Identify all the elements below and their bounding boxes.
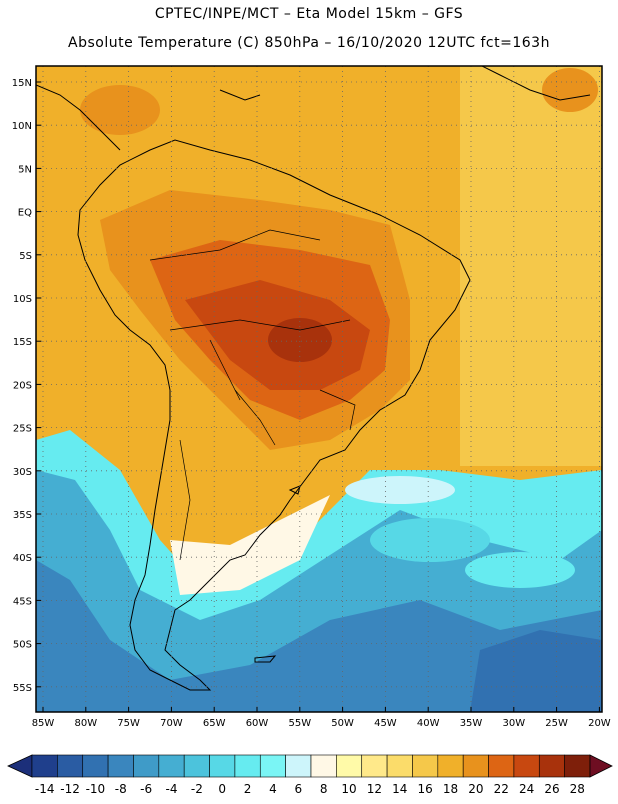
temperature-field xyxy=(36,66,602,712)
lat-label: 40S xyxy=(13,553,32,564)
colorbar-label: 4 xyxy=(269,782,277,796)
colorbar-label: 6 xyxy=(294,782,302,796)
colorbar-swatch xyxy=(234,754,261,778)
lon-label: 30W xyxy=(502,718,525,729)
colorbar-swatch xyxy=(412,754,439,778)
colorbar-swatch xyxy=(133,754,160,778)
colorbar-swatch xyxy=(82,754,109,778)
lon-label: 20W xyxy=(588,718,611,729)
colorbar-swatch xyxy=(336,754,363,778)
country-borders xyxy=(149,229,356,561)
colorbar-label: -12 xyxy=(60,782,80,796)
colorbar-swatch xyxy=(285,754,312,778)
colorbar-swatch xyxy=(57,754,84,778)
colorbar-swatch xyxy=(107,754,134,778)
colorbar-swatch xyxy=(386,754,413,778)
lat-label: 10N xyxy=(12,121,32,132)
colorbar-label: 26 xyxy=(544,782,559,796)
colorbar-swatch xyxy=(183,754,210,778)
colorbar-label: -4 xyxy=(166,782,178,796)
colorbar-swatch xyxy=(513,754,540,778)
colorbar: -14 -12 -10 -8 -6 -4 -2 0 2 4 6 8 10 12 14 16 18 20 22 24 26… xyxy=(7,754,613,796)
colorbar-high-arrow xyxy=(589,754,613,778)
lat-label: 25S xyxy=(13,424,32,435)
colorbar-label: 8 xyxy=(320,782,328,796)
lon-label: 35W xyxy=(460,718,483,729)
lon-label: 50W xyxy=(331,718,354,729)
colorbar-swatch xyxy=(564,754,591,778)
colorbar-label: -6 xyxy=(140,782,152,796)
colorbar-swatch xyxy=(361,754,388,778)
colorbar-swatch xyxy=(437,754,464,778)
colorbar-swatch xyxy=(158,754,185,778)
lon-label: 65W xyxy=(203,718,226,729)
lat-label: 10S xyxy=(13,294,32,305)
title-line-1: CPTEC/INPE/MCT – Eta Model 15km – GFS xyxy=(154,6,464,22)
colorbar-swatch xyxy=(209,754,236,778)
coastlines xyxy=(36,66,591,691)
lat-label: 45S xyxy=(13,596,32,607)
longitude-labels: 85W 80W 75W 70W 65W 60W 55W 50W 45W 40W 35W 30W 25W 2… xyxy=(32,718,611,729)
colorbar-label: 2 xyxy=(244,782,252,796)
lat-label: 5N xyxy=(18,164,32,175)
lon-label: 60W xyxy=(246,718,269,729)
lat-label: 30S xyxy=(13,467,32,478)
colorbar-swatch xyxy=(488,754,515,778)
colorbar-label: 14 xyxy=(392,782,407,796)
lat-label: 50S xyxy=(13,640,32,651)
lat-label: 55S xyxy=(13,683,32,694)
colorbar-label: 20 xyxy=(468,782,483,796)
lat-label: EQ xyxy=(18,208,32,219)
lat-label: 20S xyxy=(13,380,32,391)
lon-label: 40W xyxy=(417,718,440,729)
lon-label: 85W xyxy=(32,718,55,729)
colorbar-label: 0 xyxy=(218,782,226,796)
lon-label: 45W xyxy=(374,718,397,729)
colorbar-label: 28 xyxy=(570,782,585,796)
title-line-2: Absolute Temperature (C) 850hPa – 16/10/… xyxy=(68,35,550,51)
lat-label: 35S xyxy=(13,510,32,521)
colorbar-label: 10 xyxy=(341,782,356,796)
map-frame xyxy=(35,65,603,713)
lon-label: 75W xyxy=(117,718,140,729)
lat-label: 15S xyxy=(13,337,32,348)
colorbar-low-arrow xyxy=(7,754,33,778)
colorbar-label: 24 xyxy=(519,782,534,796)
colorbar-swatch xyxy=(310,754,337,778)
colorbar-label: 12 xyxy=(367,782,382,796)
colorbar-label: -8 xyxy=(115,782,127,796)
lat-label: 15N xyxy=(12,78,32,89)
colorbar-label: 18 xyxy=(443,782,458,796)
colorbar-swatch xyxy=(31,754,58,778)
colorbar-label: -14 xyxy=(35,782,55,796)
latitude-labels: 15N 10N 5N EQ 5S 10S 15S 20S 25S 30S 35S 40S 45S 50S 5… xyxy=(12,78,32,694)
lon-label: 55W xyxy=(288,718,311,729)
colorbar-swatch xyxy=(259,754,286,778)
lat-lon-grid xyxy=(36,66,602,712)
lon-label: 25W xyxy=(545,718,568,729)
colorbar-swatch xyxy=(538,754,565,778)
colorbar-label: 22 xyxy=(494,782,509,796)
colorbar-label: 16 xyxy=(417,782,432,796)
lon-label: 70W xyxy=(160,718,183,729)
colorbar-label: -2 xyxy=(191,782,203,796)
lat-label: 5S xyxy=(19,251,32,262)
lon-label: 80W xyxy=(74,718,97,729)
colorbar-label: -10 xyxy=(86,782,106,796)
colorbar-swatch xyxy=(462,754,489,778)
